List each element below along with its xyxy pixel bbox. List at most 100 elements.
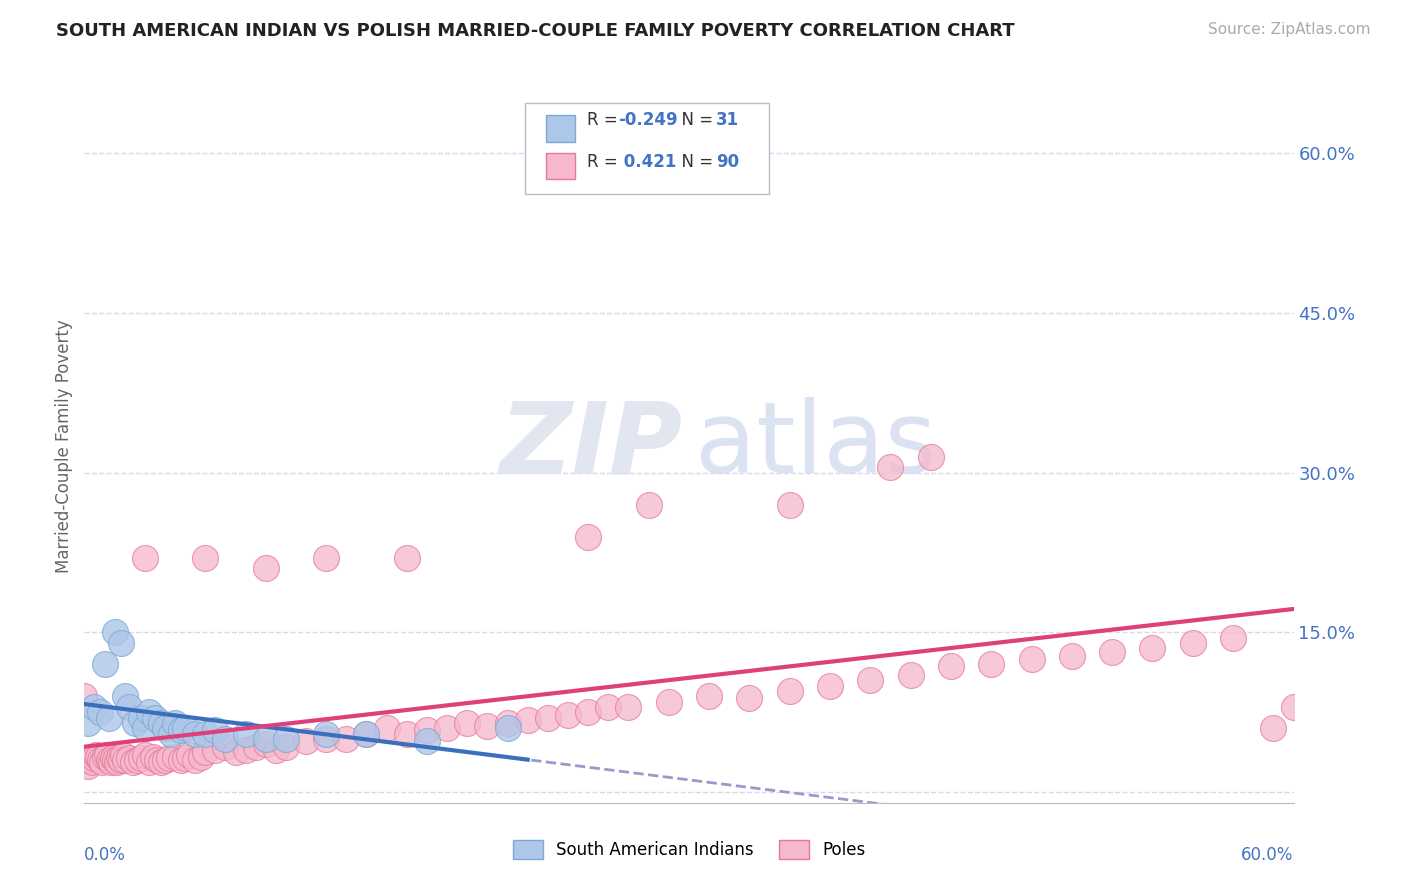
Point [138, 706, 160, 720]
Point [134, 550, 156, 565]
Point [125, 753, 148, 767]
Point [1282, 700, 1305, 714]
Point [194, 726, 217, 740]
Point [598, 700, 620, 714]
Point [93, 657, 115, 672]
Point [110, 636, 132, 650]
Point [129, 710, 152, 724]
Point [496, 721, 519, 735]
Point [179, 747, 201, 762]
Point [356, 726, 378, 740]
Point [295, 734, 318, 748]
Point [96, 747, 118, 762]
Legend: South American Indians, Poles: South American Indians, Poles [506, 833, 872, 866]
Point [149, 756, 172, 770]
Point [356, 726, 378, 740]
Point [111, 747, 134, 762]
Point [576, 529, 599, 543]
Text: Source: ZipAtlas.com: Source: ZipAtlas.com [1208, 22, 1371, 37]
Y-axis label: Married-Couple Family Poverty: Married-Couple Family Poverty [55, 319, 73, 573]
Point [101, 751, 124, 765]
Point [395, 726, 418, 740]
Point [264, 742, 287, 756]
Point [557, 708, 579, 723]
Point [165, 715, 187, 730]
Point [89, 706, 111, 720]
Point [214, 731, 236, 746]
Point [779, 498, 801, 512]
Point [86, 747, 108, 762]
Point [516, 713, 538, 727]
Point [142, 750, 165, 764]
Point [225, 745, 247, 759]
Point [83, 751, 105, 765]
Point [1222, 631, 1244, 645]
Text: N =: N = [671, 112, 718, 129]
Point [121, 756, 143, 770]
Text: 0.0%: 0.0% [84, 846, 127, 863]
Point [153, 753, 176, 767]
Point [204, 742, 226, 756]
Point [118, 751, 141, 765]
Point [738, 691, 761, 706]
Point [254, 737, 277, 751]
Point [456, 715, 478, 730]
Point [214, 740, 236, 755]
Point [97, 710, 120, 724]
Point [1060, 648, 1083, 663]
Point [436, 721, 458, 735]
Point [104, 625, 127, 640]
Point [82, 756, 104, 770]
Point [235, 742, 257, 756]
Point [204, 723, 226, 738]
Point [93, 750, 115, 764]
Text: -0.249: -0.249 [617, 112, 678, 129]
Point [315, 731, 337, 746]
Point [174, 751, 197, 765]
Point [1181, 636, 1204, 650]
Point [153, 721, 176, 735]
Point [658, 695, 681, 709]
Point [617, 700, 640, 714]
Point [274, 731, 297, 746]
Point [537, 710, 560, 724]
Text: N =: N = [671, 153, 718, 171]
Point [416, 734, 439, 748]
Point [637, 498, 659, 512]
Point [254, 561, 277, 575]
Point [194, 550, 217, 565]
Point [395, 550, 418, 565]
Point [920, 450, 942, 464]
Text: SOUTH AMERICAN INDIAN VS POLISH MARRIED-COUPLE FAMILY POVERTY CORRELATION CHART: SOUTH AMERICAN INDIAN VS POLISH MARRIED-… [56, 22, 1015, 40]
Text: 0.421: 0.421 [617, 153, 676, 171]
Point [87, 750, 110, 764]
Point [184, 753, 207, 767]
Text: R =: R = [586, 112, 623, 129]
Point [235, 726, 257, 740]
Point [107, 751, 129, 765]
Point [89, 753, 111, 767]
Point [190, 750, 212, 764]
Point [105, 756, 128, 770]
Point [779, 684, 801, 698]
Point [124, 715, 146, 730]
Text: R =: R = [586, 153, 623, 171]
Point [697, 690, 720, 704]
Text: 60.0%: 60.0% [1241, 846, 1294, 863]
Point [146, 753, 169, 767]
Point [477, 719, 499, 733]
Point [879, 460, 901, 475]
Point [97, 753, 120, 767]
Point [254, 731, 277, 746]
Point [134, 747, 156, 762]
Point [170, 723, 193, 738]
Point [1142, 641, 1164, 656]
Point [114, 690, 136, 704]
Point [77, 758, 100, 772]
Point [149, 715, 172, 730]
Point [859, 673, 882, 688]
Point [165, 750, 187, 764]
Point [91, 756, 114, 770]
Point [118, 700, 141, 714]
Point [114, 753, 136, 767]
